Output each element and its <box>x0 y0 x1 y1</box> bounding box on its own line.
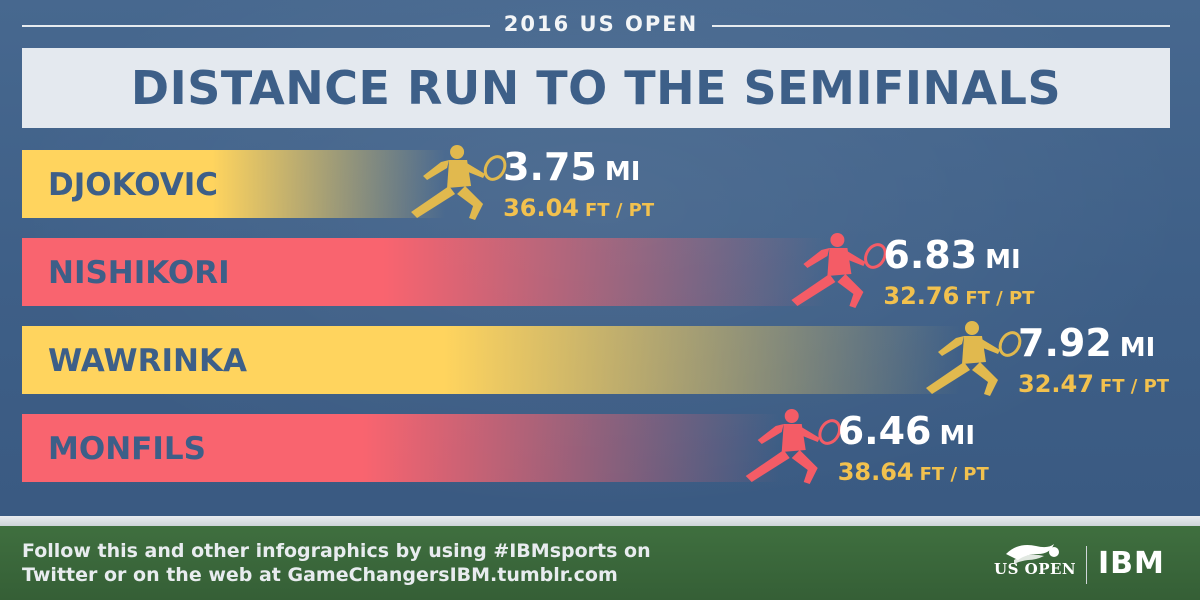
bar-monfils <box>22 414 780 482</box>
footer-text-line2: Twitter or on the web at GameChangersIBM… <box>22 564 618 586</box>
value-miles: 6.83 MI <box>883 233 1020 277</box>
court-baseline <box>0 516 1200 526</box>
grass-strip <box>0 526 1200 600</box>
supertitle: 2016 US OPEN <box>503 12 699 36</box>
chart-title: DISTANCE RUN TO THE SEMIFINALS <box>130 61 1062 115</box>
tennis-player-icon <box>411 145 507 220</box>
value-feet-per-point: 32.76 FT / PT <box>883 282 1035 310</box>
bar-nishikori <box>22 238 826 306</box>
bar-wawrinka <box>22 326 960 394</box>
footer-text-line1: Follow this and other infographics by us… <box>22 540 651 562</box>
bar-label-djokovic: DJOKOVIC <box>48 167 218 203</box>
value-miles: 6.46 MI <box>838 409 975 453</box>
value-miles: 7.92 MI <box>1018 321 1155 365</box>
us-open-logo-icon <box>1006 544 1059 564</box>
supertitle-rule-right <box>712 25 1170 27</box>
tennis-player-icon <box>926 321 1022 396</box>
value-miles: 3.75 MI <box>503 145 640 189</box>
distance-bar-chart: DJOKOVIC 3.75 MI 36.04 FT / PT NISHIKORI 6.83 M… <box>22 145 1170 486</box>
title-banner: DISTANCE RUN TO THE SEMIFINALS <box>22 48 1170 128</box>
bar-label-wawrinka: WAWRINKA <box>48 343 247 379</box>
logo-divider <box>1086 546 1087 584</box>
bar-label-monfils: MONFILS <box>48 431 206 467</box>
supertitle-rule-left <box>22 25 490 27</box>
value-feet-per-point: 32.47 FT / PT <box>1018 370 1170 398</box>
tennis-player-icon <box>745 409 842 484</box>
ibm-logo-icon: IBM <box>1098 546 1165 581</box>
bar-djokovic <box>22 150 446 218</box>
value-feet-per-point: 38.64 FT / PT <box>838 458 990 486</box>
value-feet-per-point: 36.04 FT / PT <box>503 194 655 222</box>
bar-label-nishikori: NISHIKORI <box>48 255 230 291</box>
tennis-player-icon <box>791 233 887 308</box>
us-open-logo-text: US OPEN <box>994 560 1077 578</box>
